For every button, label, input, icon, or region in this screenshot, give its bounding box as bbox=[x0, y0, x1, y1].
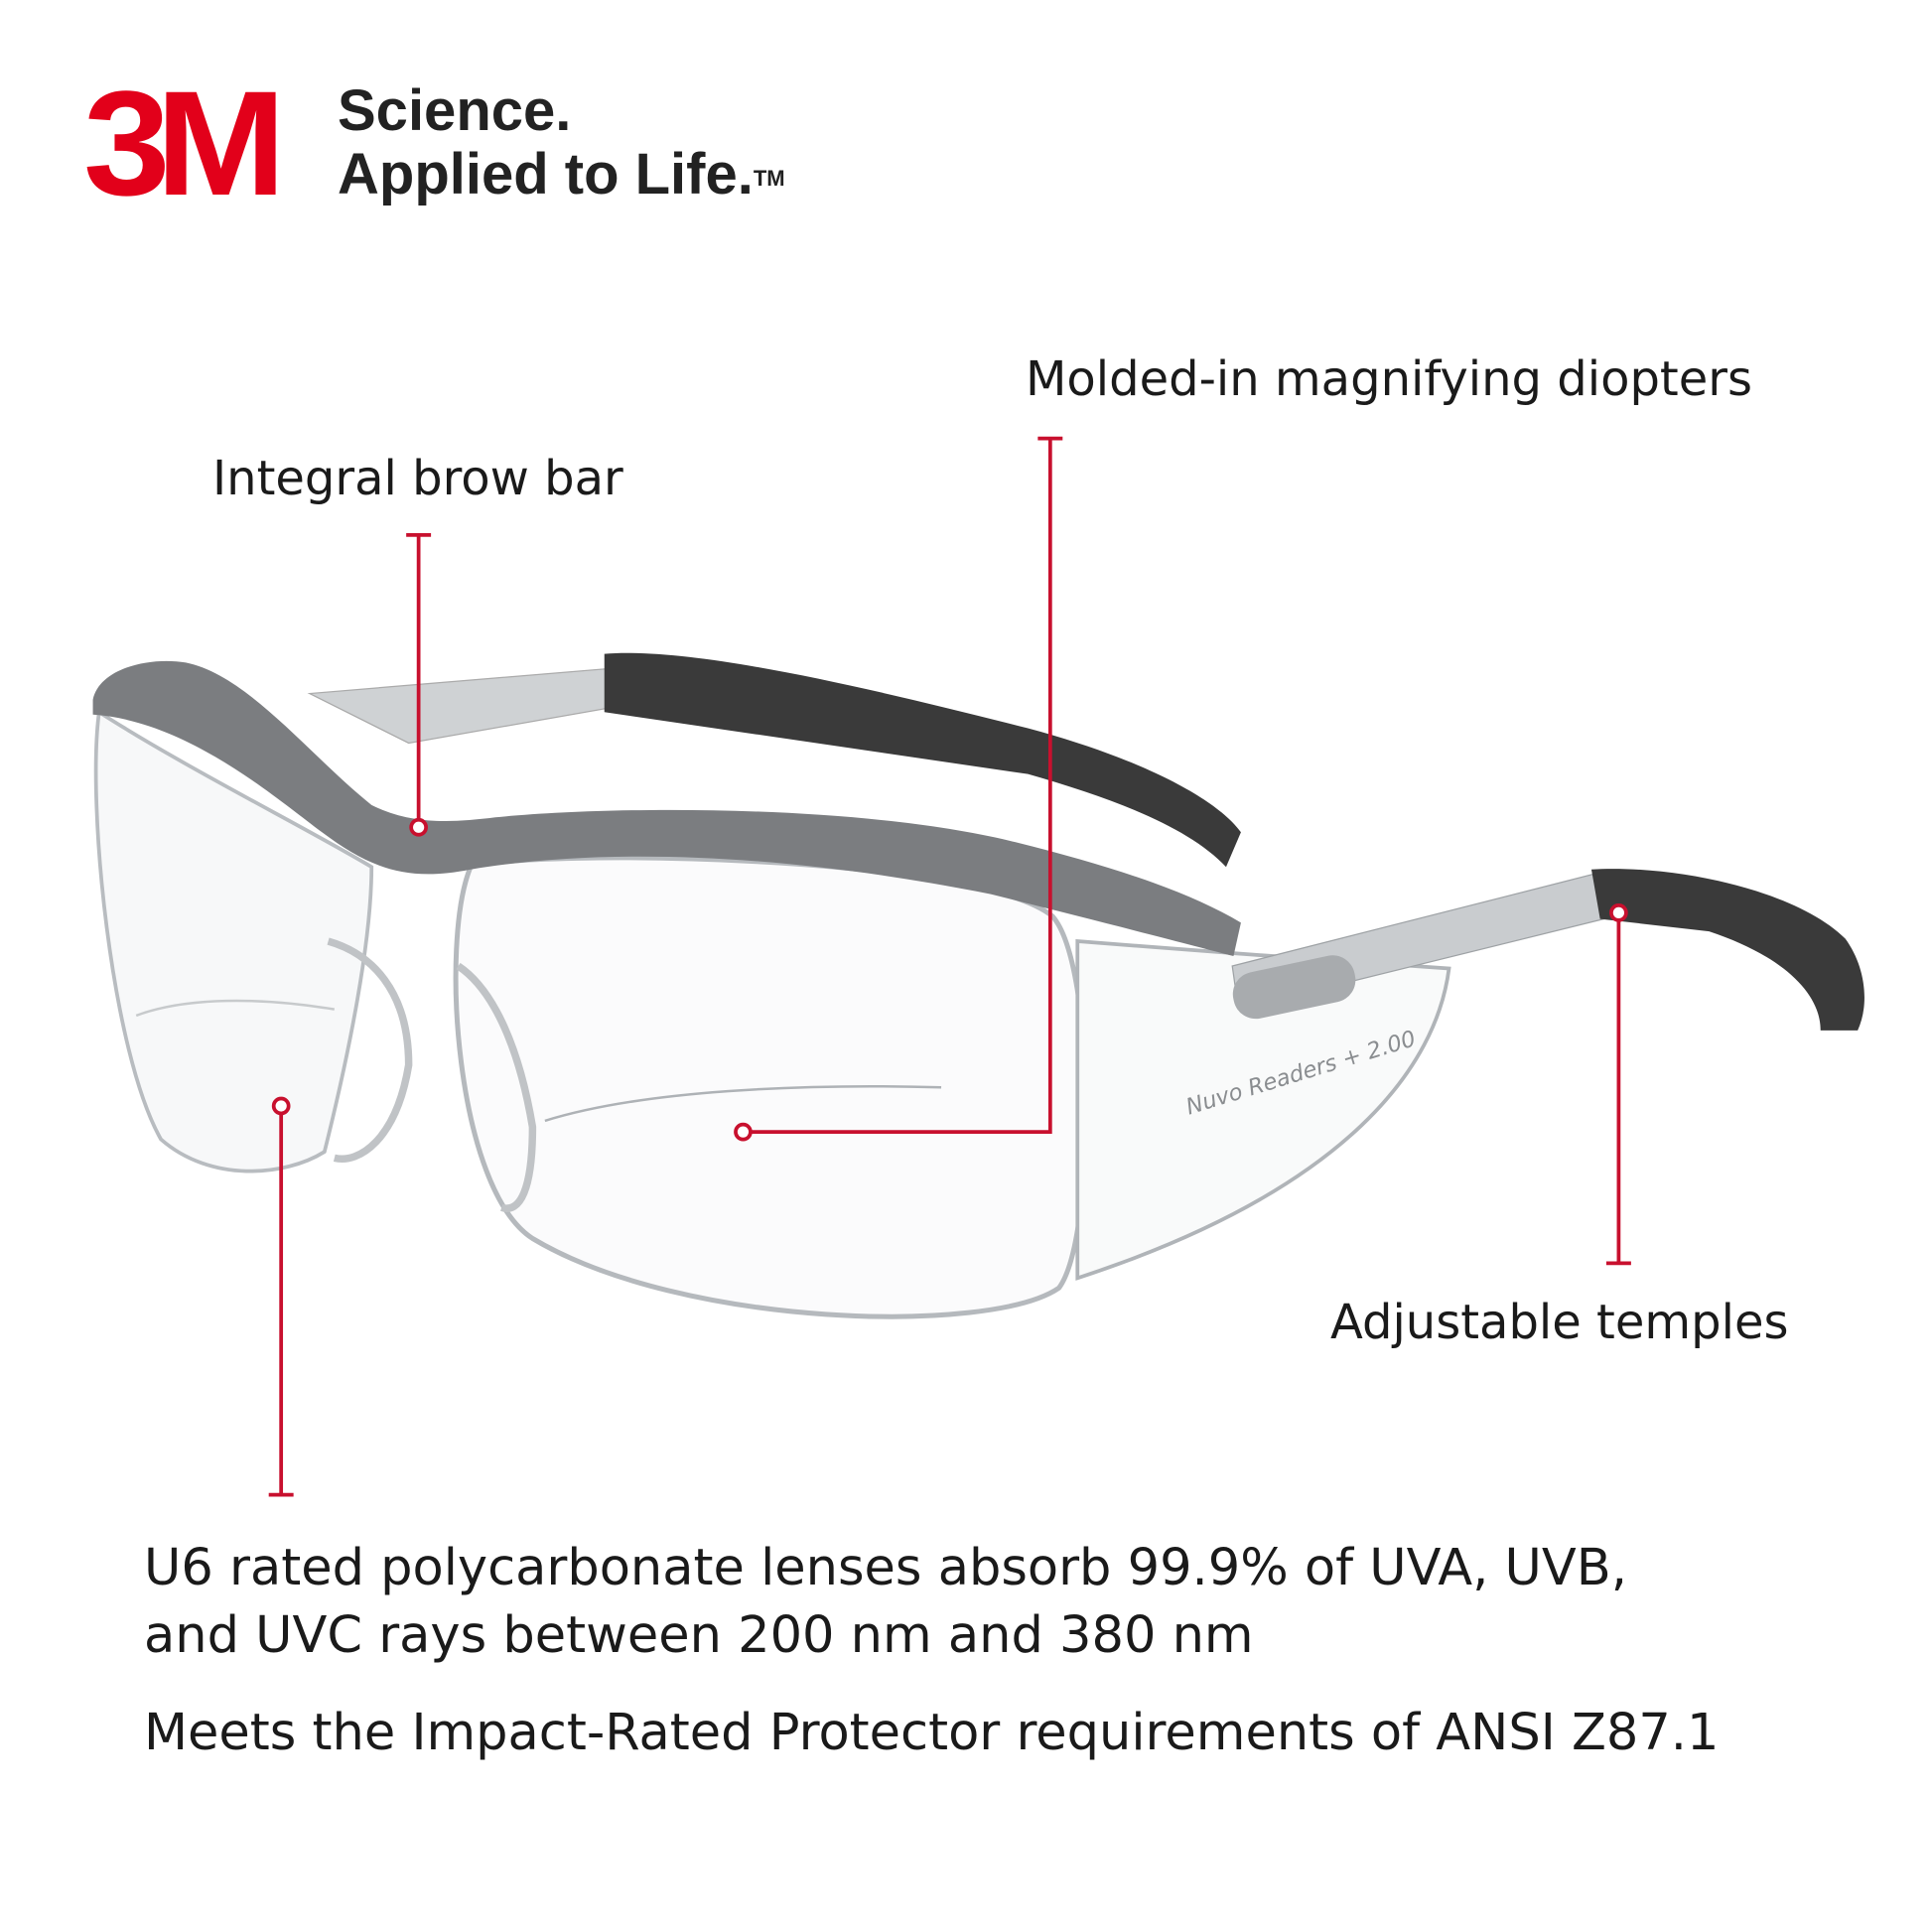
tagline-line2: Applied to Life. bbox=[338, 142, 754, 207]
far-temple-arm bbox=[307, 667, 608, 745]
label-temples: Adjustable temples bbox=[1330, 1295, 1789, 1350]
callout-temples-line bbox=[1605, 903, 1631, 1266]
3m-logo: 3M bbox=[83, 60, 286, 226]
left-lens bbox=[93, 709, 374, 1173]
nose-pads bbox=[327, 937, 537, 1212]
near-temple-tip bbox=[1590, 869, 1864, 1031]
label-diopters: Molded-in magnifying diopters bbox=[1026, 351, 1752, 407]
callout-diopters-line bbox=[734, 436, 1063, 1142]
ansi-feature: Meets the Impact-Rated Protector require… bbox=[144, 1704, 1720, 1762]
brand-tagline: Science. Applied to Life.TM bbox=[338, 79, 785, 207]
uv-feature-line1: U6 rated polycarbonate lenses absorb 99.… bbox=[144, 1539, 1627, 1597]
trademark: TM bbox=[753, 166, 785, 191]
label-brow-bar: Integral brow bar bbox=[212, 451, 623, 506]
side-shield bbox=[1075, 939, 1451, 1281]
right-lens bbox=[453, 855, 1089, 1319]
callout-lines bbox=[268, 436, 1631, 1497]
tagline-line1: Science. bbox=[338, 78, 572, 143]
far-temple-tip bbox=[604, 652, 1241, 868]
callout-brow-bar-line bbox=[406, 533, 432, 837]
brow-bar bbox=[92, 660, 1241, 957]
bifocal-segment bbox=[544, 1085, 942, 1123]
uv-feature-line2: and UVC rays between 200 nm and 380 nm bbox=[144, 1606, 1254, 1665]
callout-lens-line bbox=[268, 1096, 294, 1497]
